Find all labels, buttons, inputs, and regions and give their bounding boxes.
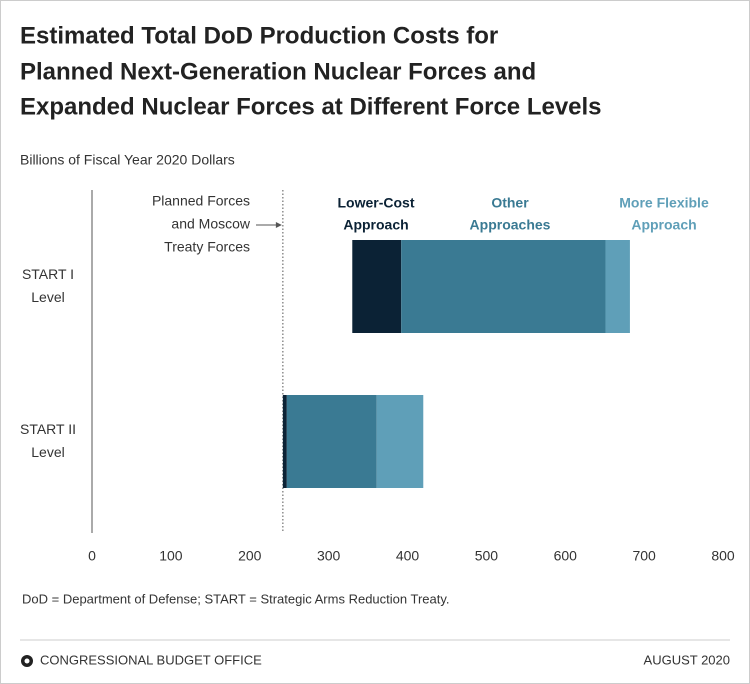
legend-label: Other	[491, 195, 529, 211]
logo	[24, 658, 30, 664]
x-tick-label: 100	[159, 548, 183, 564]
y-tick-label: Level	[31, 289, 64, 305]
x-tick-label: 300	[317, 548, 341, 564]
chart-title: Expanded Nuclear Forces at Different For…	[20, 93, 602, 120]
x-tick-label: 700	[632, 548, 656, 564]
x-tick-label: 500	[475, 548, 499, 564]
y-tick-label: START I	[22, 266, 74, 282]
bar-segment	[286, 395, 377, 488]
reference-label: Planned Forces	[152, 193, 250, 209]
footer-source: CONGRESSIONAL BUDGET OFFICE	[40, 652, 262, 667]
chart-title: Planned Next-Generation Nuclear Forces a…	[20, 58, 536, 85]
legend-label: Approach	[343, 217, 408, 233]
x-tick-label: 200	[238, 548, 262, 564]
bar-segment	[376, 395, 424, 488]
bar-segment	[282, 395, 287, 488]
x-tick-label: 600	[554, 548, 578, 564]
note: DoD = Department of Defense; START = Str…	[22, 591, 450, 606]
bar-segment	[605, 240, 630, 333]
y-tick-label: START II	[20, 421, 76, 437]
bar-segment	[352, 240, 402, 333]
legend-label: Approaches	[470, 217, 551, 233]
legend-label: More Flexible	[619, 195, 709, 211]
reference-label: and Moscow	[171, 216, 250, 232]
x-tick-label: 0	[88, 548, 96, 564]
legend-label: Approach	[631, 217, 696, 233]
y-tick-label: Level	[31, 444, 64, 460]
subtitle: Billions of Fiscal Year 2020 Dollars	[20, 152, 235, 168]
chart-title: Estimated Total DoD Production Costs for	[20, 22, 498, 49]
reference-label: Treaty Forces	[164, 239, 250, 255]
x-tick-label: 400	[396, 548, 420, 564]
arrow-head	[275, 222, 282, 228]
x-tick-label: 800	[711, 548, 735, 564]
footer-date: AUGUST 2020	[644, 652, 730, 667]
legend-label: Lower-Cost	[338, 195, 415, 211]
bar-segment	[401, 240, 606, 333]
